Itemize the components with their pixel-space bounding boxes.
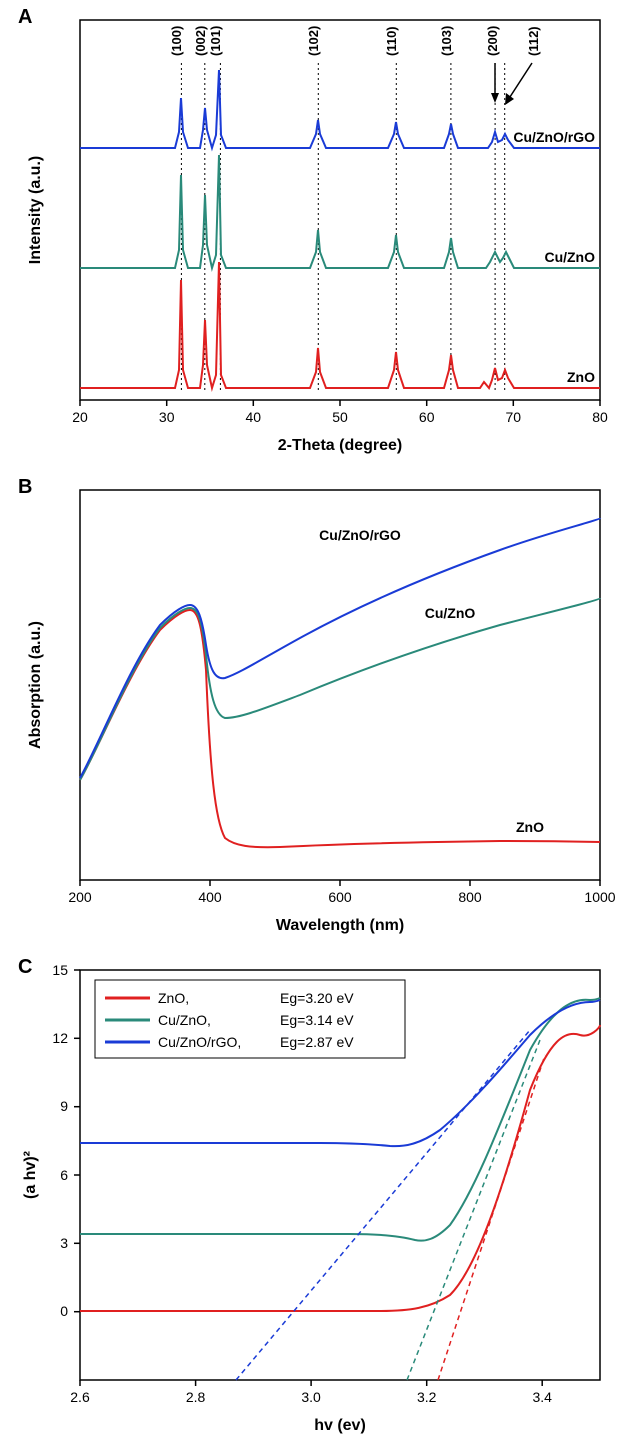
svg-text:(110): (110)	[384, 26, 399, 56]
svg-text:(200): (200)	[485, 26, 500, 56]
svg-text:400: 400	[198, 889, 222, 905]
svg-text:9: 9	[60, 1098, 68, 1114]
panel-a: A 20 30 40 50 60 70 80 2-Theta (degree) …	[0, 0, 638, 470]
svg-text:60: 60	[419, 409, 435, 425]
panel-c-xlabel: hv (ev)	[314, 1417, 366, 1434]
svg-text:(103): (103)	[439, 26, 454, 56]
panel-c-xticks: 2.6 2.8 3.0 3.2 3.4	[70, 1380, 552, 1405]
label-cuzno-a: Cu/ZnO	[544, 249, 595, 265]
svg-text:Cu/ZnO/rGO,: Cu/ZnO/rGO,	[158, 1034, 241, 1050]
panel-c-label: C	[18, 956, 32, 979]
panel-b-ylabel: Absorption (a.u.)	[27, 621, 44, 749]
panel-a-xlabel: 2-Theta (degree)	[278, 437, 402, 454]
svg-text:30: 30	[159, 409, 175, 425]
svg-text:50: 50	[332, 409, 348, 425]
svg-text:80: 80	[592, 409, 608, 425]
panel-c-yticks: 0 3 6 9 12 15	[52, 962, 80, 1319]
svg-text:3: 3	[60, 1235, 68, 1251]
svg-text:200: 200	[68, 889, 92, 905]
panel-a-xticks: 20 30 40 50 60 70 80	[72, 400, 608, 425]
svg-text:600: 600	[328, 889, 352, 905]
panel-a-frame	[80, 20, 600, 400]
panel-b-xlabel: Wavelength (nm)	[276, 917, 404, 934]
svg-text:70: 70	[506, 409, 522, 425]
svg-text:(100): (100)	[169, 26, 184, 56]
label-cuznorgo-b: Cu/ZnO/rGO	[319, 527, 401, 543]
svg-text:2.6: 2.6	[70, 1389, 90, 1405]
svg-text:Eg=3.14 eV: Eg=3.14 eV	[280, 1012, 354, 1028]
svg-text:(112): (112)	[526, 26, 541, 56]
svg-text:800: 800	[458, 889, 482, 905]
panel-b-xticks: 200 400 600 800 1000	[68, 880, 615, 905]
label-zno-b: ZnO	[516, 819, 544, 835]
panel-a-svg: 20 30 40 50 60 70 80 2-Theta (degree) In…	[0, 0, 638, 470]
svg-text:15: 15	[52, 962, 68, 978]
svg-text:6: 6	[60, 1167, 68, 1183]
figure-container: A 20 30 40 50 60 70 80 2-Theta (degree) …	[0, 0, 638, 1450]
label-zno-a: ZnO	[567, 369, 595, 385]
svg-text:ZnO,: ZnO,	[158, 990, 189, 1006]
svg-text:Cu/ZnO,: Cu/ZnO,	[158, 1012, 211, 1028]
svg-text:20: 20	[72, 409, 88, 425]
svg-text:Eg=3.20 eV: Eg=3.20 eV	[280, 990, 354, 1006]
svg-text:12: 12	[52, 1030, 68, 1046]
label-cuznorgo-a: Cu/ZnO/rGO	[513, 129, 595, 145]
panel-c-legend: ZnO, Eg=3.20 eV Cu/ZnO, Eg=3.14 eV Cu/Zn…	[95, 980, 405, 1058]
panel-b-label: B	[18, 476, 32, 499]
panel-b-svg: 200 400 600 800 1000 Wavelength (nm) Abs…	[0, 470, 638, 950]
panel-b: B 200 400 600 800 1000 Wavelength (nm) A…	[0, 470, 638, 950]
svg-text:0: 0	[60, 1303, 68, 1319]
svg-text:(101): (101)	[208, 26, 223, 56]
svg-text:3.0: 3.0	[301, 1389, 321, 1405]
panel-a-label: A	[18, 6, 32, 29]
panel-c-ylabel: (a hv)²	[22, 1151, 39, 1199]
panel-c: C 2.6 2.8 3.0 3.2 3.4 0 3 6 9 12 15 hv (…	[0, 950, 638, 1450]
svg-text:3.4: 3.4	[532, 1389, 552, 1405]
svg-text:(102): (102)	[306, 26, 321, 56]
label-cuzno-b: Cu/ZnO	[425, 605, 476, 621]
svg-text:Eg=2.87 eV: Eg=2.87 eV	[280, 1034, 354, 1050]
svg-text:1000: 1000	[584, 889, 615, 905]
svg-text:40: 40	[246, 409, 262, 425]
svg-text:2.8: 2.8	[186, 1389, 206, 1405]
panel-a-ylabel: Intensity (a.u.)	[27, 156, 44, 264]
panel-c-svg: 2.6 2.8 3.0 3.2 3.4 0 3 6 9 12 15 hv (ev…	[0, 950, 638, 1450]
svg-text:(002): (002)	[193, 26, 208, 56]
svg-text:3.2: 3.2	[417, 1389, 437, 1405]
